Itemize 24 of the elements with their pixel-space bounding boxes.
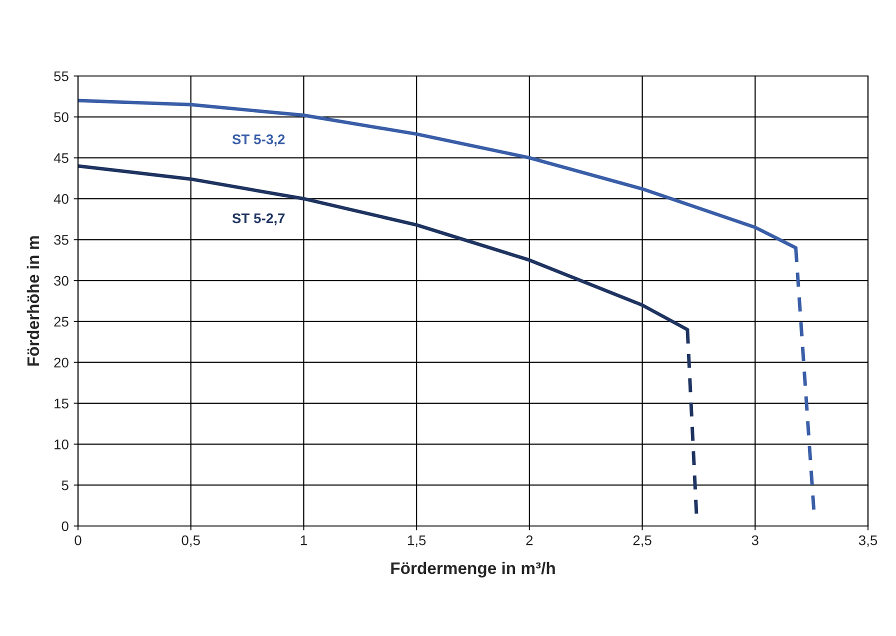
- y-tick-label: 50: [54, 112, 68, 122]
- x-tick-label: 1,5: [408, 536, 426, 547]
- y-tick-label: 35: [54, 234, 68, 245]
- series-label: ST 5-3,2: [232, 134, 285, 146]
- x-tick-label: 0: [74, 535, 82, 546]
- x-tick-label: 2,5: [633, 535, 652, 547]
- y-tick-label: 20: [54, 358, 68, 368]
- x-axis-title: Fördermenge in m³/h: [391, 562, 555, 578]
- x-tick-label: 2: [526, 535, 533, 546]
- y-tick-label: 45: [54, 153, 68, 163]
- y-tick-label: 40: [54, 194, 68, 204]
- x-tick-label: 3,5: [858, 535, 878, 547]
- y-axis-title: Förderhöhe in m: [26, 236, 40, 366]
- y-tick-label: 55: [54, 71, 68, 82]
- x-tick-label: 3: [752, 535, 758, 546]
- y-tick-label: 5: [62, 480, 68, 490]
- y-tick-label: 0: [62, 521, 68, 532]
- series-label: ST 5-2,7: [232, 213, 285, 226]
- y-tick-label: 15: [54, 398, 68, 408]
- x-tick-label: 0,5: [182, 535, 200, 547]
- y-tick-label: 25: [54, 316, 68, 327]
- y-tick-label: 10: [54, 440, 68, 450]
- x-tick-label: 1: [300, 536, 307, 546]
- y-tick-label: 30: [54, 276, 68, 286]
